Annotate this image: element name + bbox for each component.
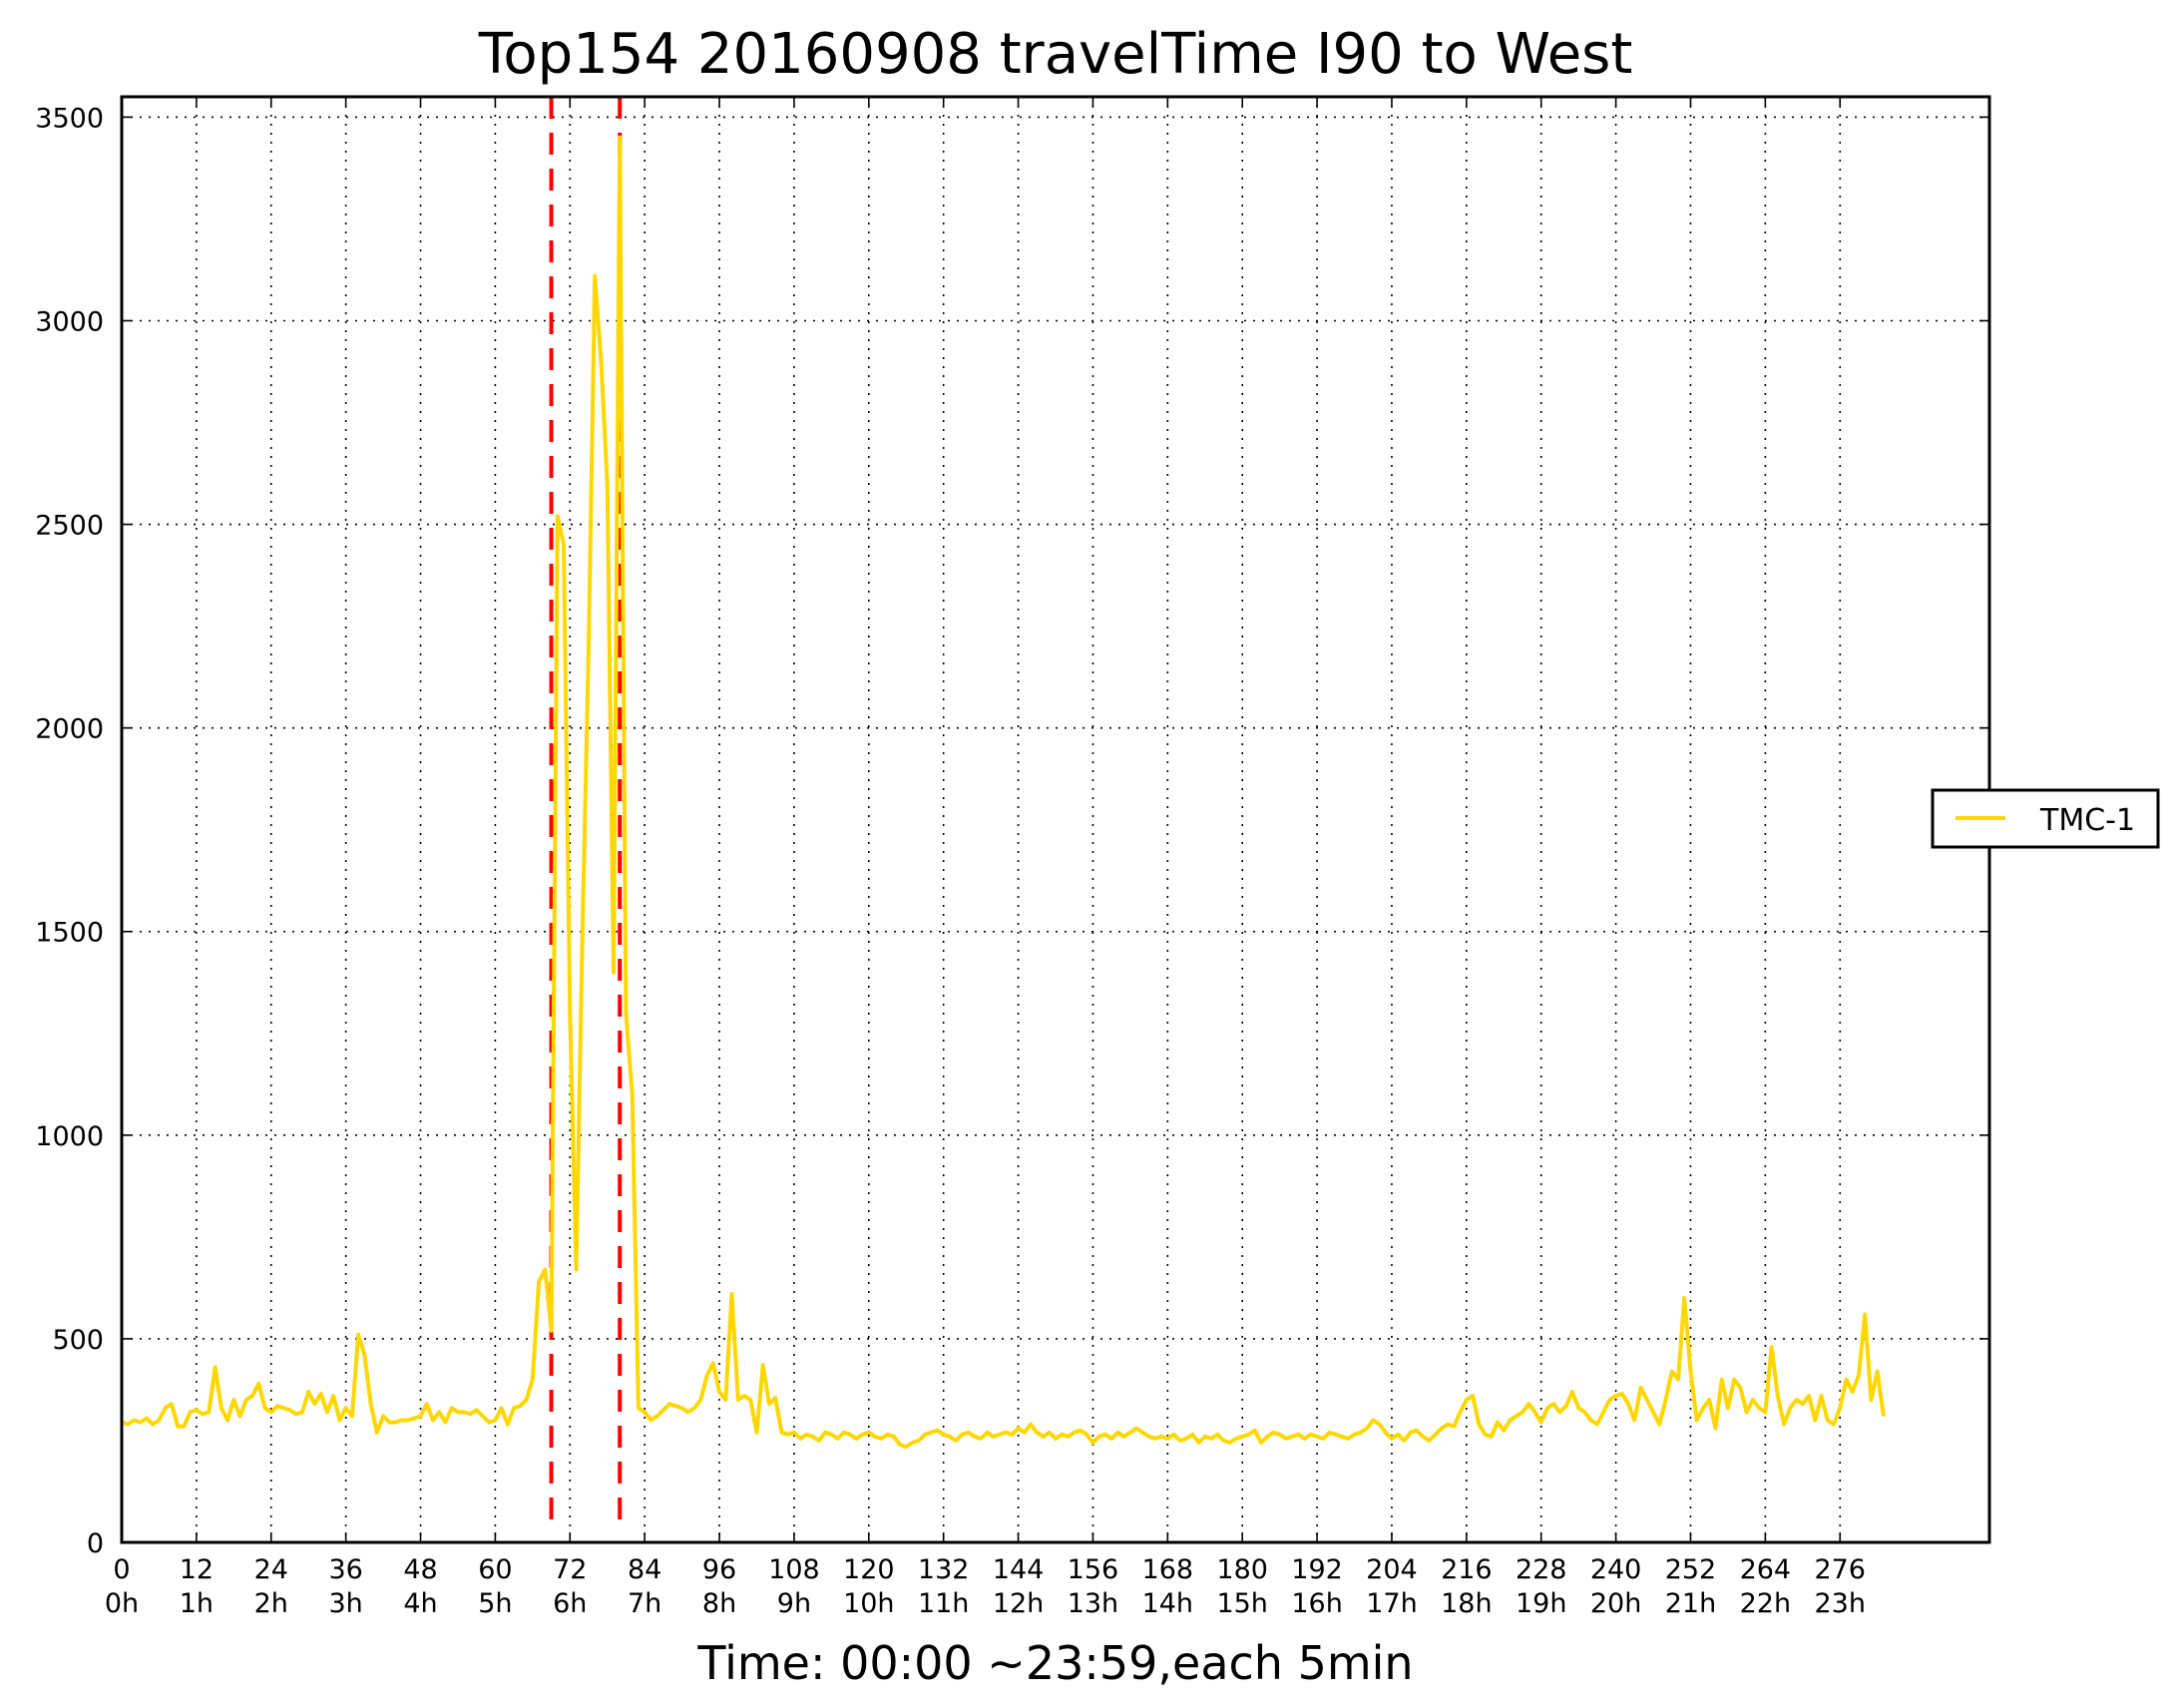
- chart-title: Top154 20160908 travelTime I90 to West: [478, 22, 1633, 87]
- x-tick-label: 96: [702, 1554, 736, 1585]
- x-tick-label: 264: [1740, 1554, 1792, 1585]
- y-tick-label: 2500: [35, 511, 104, 542]
- x-tick-hour-label: 2h: [254, 1588, 288, 1619]
- x-tick-label: 276: [1814, 1554, 1866, 1585]
- x-tick-label: 84: [628, 1554, 661, 1585]
- x-tick-hour-label: 16h: [1291, 1588, 1342, 1619]
- y-tick-label: 1500: [35, 918, 104, 949]
- x-tick-hour-label: 8h: [702, 1588, 736, 1619]
- x-tick-label: 108: [768, 1554, 820, 1585]
- x-tick-hour-label: 4h: [403, 1588, 437, 1619]
- x-tick-label: 180: [1216, 1554, 1268, 1585]
- x-tick-label: 120: [843, 1554, 895, 1585]
- x-tick-hour-label: 14h: [1142, 1588, 1193, 1619]
- x-tick-label: 60: [478, 1554, 512, 1585]
- y-tick-label: 3000: [35, 306, 104, 337]
- x-tick-label: 168: [1142, 1554, 1194, 1585]
- x-tick-label: 144: [993, 1554, 1045, 1585]
- x-tick-hour-label: 0h: [105, 1588, 139, 1619]
- x-tick-hour-label: 12h: [993, 1588, 1044, 1619]
- x-tick-label: 132: [918, 1554, 970, 1585]
- x-tick-label: 240: [1590, 1554, 1642, 1585]
- x-tick-hour-label: 19h: [1516, 1588, 1566, 1619]
- x-tick-hour-label: 20h: [1590, 1588, 1641, 1619]
- y-tick-label: 3500: [35, 103, 104, 134]
- x-tick-label: 36: [328, 1554, 362, 1585]
- y-tick-label: 500: [52, 1325, 104, 1356]
- x-tick-label: 48: [403, 1554, 437, 1585]
- x-tick-hour-label: 7h: [628, 1588, 661, 1619]
- x-tick-label: 192: [1291, 1554, 1343, 1585]
- series-line-tmc-1: [121, 135, 1886, 1450]
- legend-label-tmc-1: TMC-1: [2039, 803, 2135, 838]
- x-tick-hour-label: 3h: [328, 1588, 362, 1619]
- x-tick-hour-label: 5h: [478, 1588, 512, 1619]
- x-tick-label: 72: [553, 1554, 587, 1585]
- x-tick-label: 24: [254, 1554, 288, 1585]
- x-tick-label: 252: [1665, 1554, 1717, 1585]
- y-tick-label: 0: [87, 1528, 104, 1559]
- x-tick-hour-label: 13h: [1068, 1588, 1118, 1619]
- legend: TMC-1: [1931, 788, 2160, 849]
- grid: [122, 97, 1989, 1542]
- x-tick-hour-label: 15h: [1216, 1588, 1267, 1619]
- x-tick-hour-label: 21h: [1665, 1588, 1716, 1619]
- y-tick-label: 1000: [35, 1121, 104, 1152]
- x-tick-label: 156: [1068, 1554, 1119, 1585]
- x-tick-hour-label: 6h: [553, 1588, 587, 1619]
- x-tick-label: 216: [1441, 1554, 1493, 1585]
- x-tick-hour-label: 17h: [1366, 1588, 1417, 1619]
- x-tick-hour-label: 18h: [1441, 1588, 1492, 1619]
- x-tick-hour-label: 1h: [180, 1588, 214, 1619]
- x-tick-label: 12: [180, 1554, 214, 1585]
- y-tick-label: 2000: [35, 714, 104, 745]
- x-tick-hour-label: 10h: [843, 1588, 894, 1619]
- x-tick-label: 204: [1366, 1554, 1418, 1585]
- x-tick-hour-label: 22h: [1740, 1588, 1791, 1619]
- x-tick-label: 228: [1516, 1554, 1567, 1585]
- x-tick-label: 0: [113, 1554, 130, 1585]
- x-axis-label: Time: 00:00 ~23:59,each 5min: [696, 1636, 1413, 1690]
- x-tick-hour-label: 11h: [918, 1588, 969, 1619]
- series-lines: [121, 135, 1886, 1450]
- x-tick-hour-label: 23h: [1815, 1588, 1866, 1619]
- x-tick-hour-label: 9h: [777, 1588, 811, 1619]
